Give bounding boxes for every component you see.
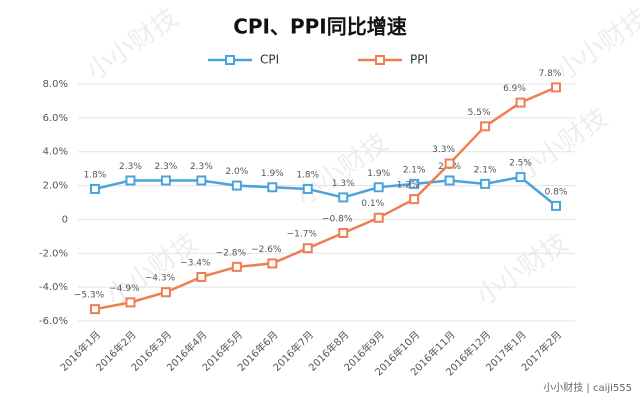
value-label: 2.0%: [225, 167, 248, 177]
point: [160, 175, 171, 186]
point: [125, 297, 136, 308]
watermark: 小小财技: [551, 3, 640, 87]
value-label: −2.6%: [251, 245, 282, 255]
value-label: −1.7%: [287, 230, 318, 240]
y-tick-label: 8.0%: [43, 79, 68, 90]
y-tick-label: 2.0%: [43, 181, 68, 192]
value-label: 1.3%: [332, 179, 355, 189]
value-label: −4.3%: [145, 274, 176, 284]
legend-marker: [375, 55, 385, 65]
point: [267, 182, 278, 193]
value-label: 3.3%: [432, 145, 455, 155]
point: [444, 175, 455, 186]
point: [302, 183, 313, 194]
value-label: 2.3%: [190, 162, 213, 172]
value-label: 0.8%: [545, 187, 568, 197]
value-label: 2.5%: [509, 159, 532, 169]
value-label: −2.8%: [216, 248, 247, 258]
point: [90, 183, 100, 194]
watermark: 小小财技: [471, 228, 573, 312]
point: [231, 180, 242, 191]
point: [160, 287, 171, 298]
point: [409, 178, 420, 189]
value-label: 1.2%: [397, 181, 420, 191]
point: [196, 271, 207, 282]
series-line: [94, 175, 557, 207]
watermark: 小小财技: [511, 103, 613, 187]
point: [338, 227, 349, 238]
chart-title: CPI、PPI同比增速: [233, 15, 407, 39]
point: [409, 194, 420, 205]
value-label: 2.1%: [474, 165, 497, 175]
point: [267, 258, 278, 269]
value-label: 2.3%: [119, 162, 142, 172]
value-label: 6.9%: [503, 84, 526, 94]
value-label: 1.9%: [367, 169, 390, 179]
point: [480, 121, 491, 132]
y-tick-label: 0: [62, 214, 68, 225]
value-label: 7.8%: [539, 69, 562, 79]
watermark: 小小财技: [81, 3, 183, 87]
footer: 小小财技 | caiji555: [543, 381, 632, 394]
legend-marker: [225, 55, 235, 65]
legend-label: PPI: [410, 53, 428, 67]
y-tick-label: -4.0%: [39, 282, 68, 293]
value-label: 5.5%: [468, 108, 491, 118]
value-label: 2.3%: [154, 162, 177, 172]
y-tick-label: 6.0%: [43, 113, 68, 124]
series-line: [94, 86, 557, 311]
point: [125, 175, 136, 186]
point: [551, 200, 561, 211]
point: [196, 175, 207, 186]
value-label: 1.8%: [296, 170, 319, 180]
point: [551, 82, 561, 93]
value-label: 2.1%: [403, 165, 426, 175]
point: [231, 261, 242, 272]
legend-label: CPI: [260, 53, 279, 67]
point: [338, 192, 349, 203]
value-label: −3.4%: [180, 258, 211, 268]
point: [444, 158, 455, 169]
point: [90, 304, 100, 315]
point: [373, 212, 384, 223]
value-label: −4.9%: [109, 284, 140, 294]
y-tick-label: -6.0%: [39, 316, 68, 327]
point: [515, 172, 526, 183]
value-label: 1.8%: [84, 170, 107, 180]
watermark: 小小财技: [101, 228, 203, 312]
point: [373, 182, 384, 193]
y-tick-label: 4.0%: [43, 147, 68, 158]
value-label: 0.1%: [361, 199, 384, 209]
value-label: −0.8%: [322, 214, 353, 224]
point: [515, 97, 526, 108]
point: [480, 178, 491, 189]
value-label: −5.3%: [74, 291, 105, 301]
y-tick-label: -2.0%: [39, 248, 68, 259]
point: [302, 243, 313, 254]
value-label: 1.9%: [261, 169, 284, 179]
